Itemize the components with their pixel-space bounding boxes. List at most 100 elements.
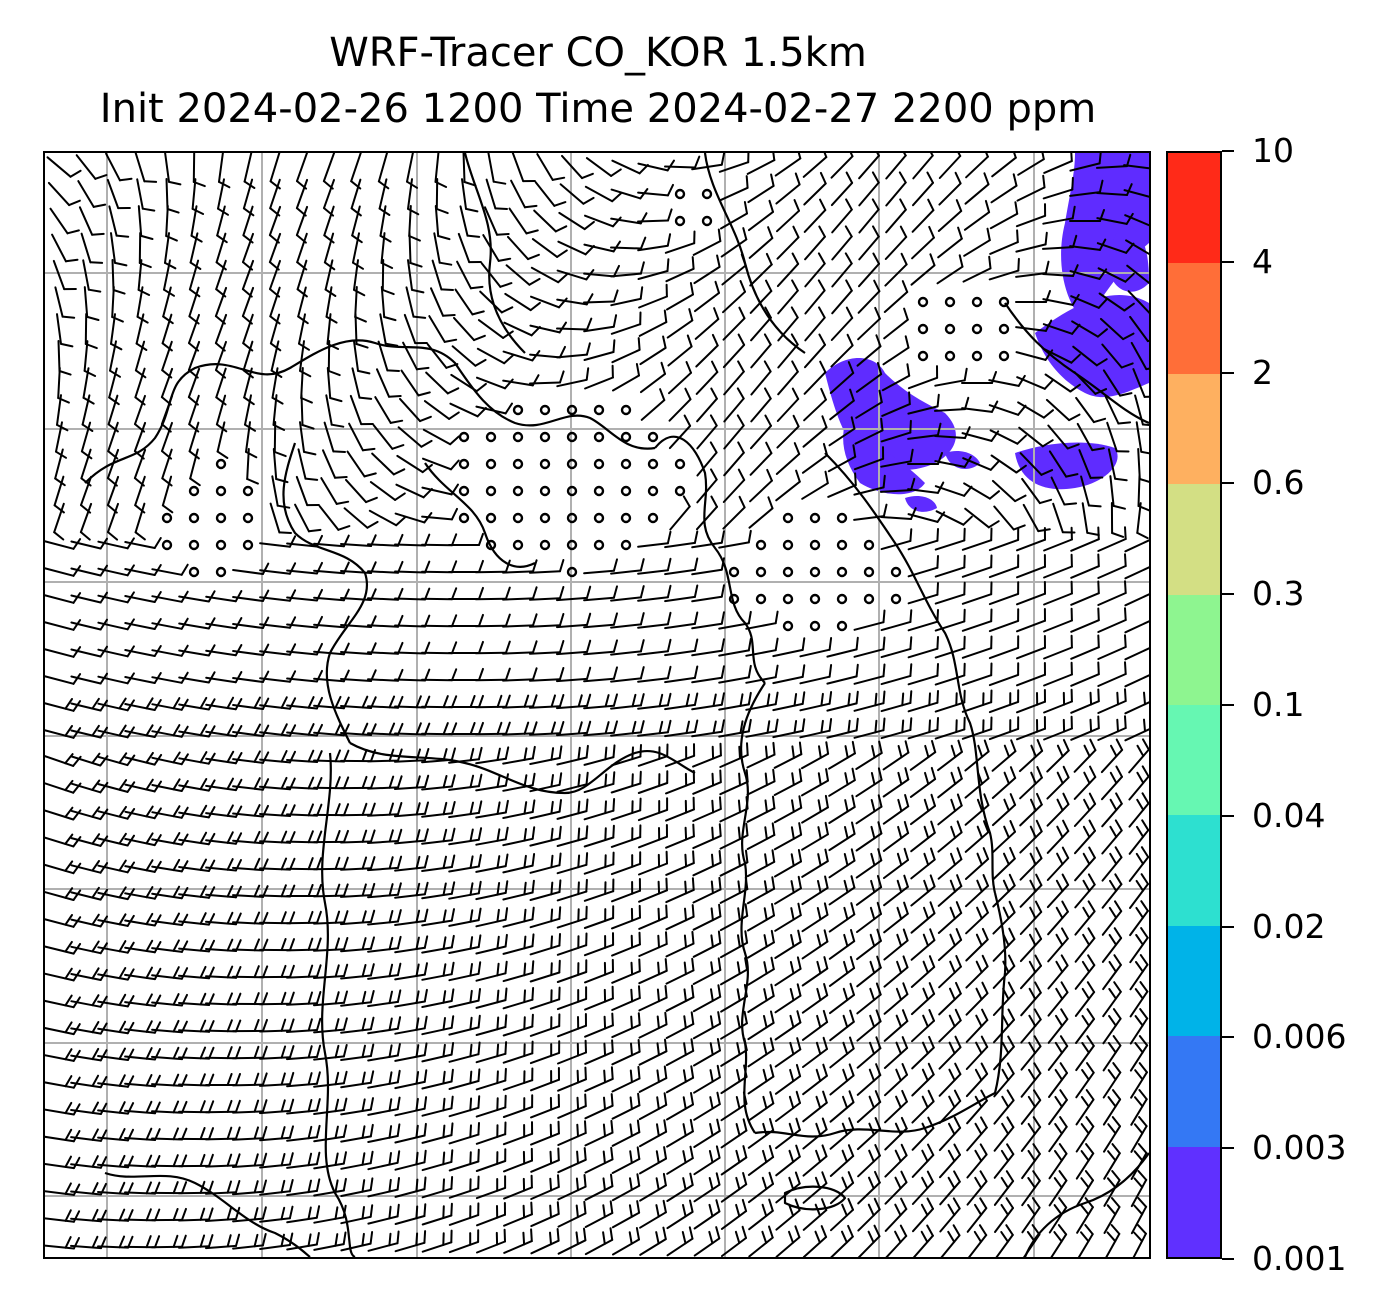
wind-barb: [934, 608, 966, 632]
calm-wind-marker: [566, 566, 578, 578]
wind-barb: [556, 720, 592, 737]
wind-barb: [666, 1226, 694, 1257]
chart-title-line2: Init 2024-02-26 1200 Time 2024-02-27 220…: [99, 86, 1097, 132]
wind-barb: [773, 741, 803, 769]
wind-barb: [668, 361, 692, 395]
wind-barb: [692, 228, 722, 256]
wind-barb: [529, 825, 562, 847]
wind-barb: [938, 1008, 962, 1043]
wind-barb: [367, 1043, 401, 1062]
wind-barb: [70, 1021, 108, 1035]
wind-barb: [962, 255, 992, 283]
wind-barb: [774, 1010, 802, 1041]
wind-barb: [1047, 1035, 1069, 1071]
wind-barb: [666, 1118, 694, 1148]
wind-barb: [937, 793, 963, 826]
calm-wind-marker: [971, 296, 983, 308]
wind-barb: [884, 1063, 908, 1097]
wind-barb: [665, 1011, 695, 1039]
calm-wind-marker: [863, 566, 875, 578]
wind-barb: [830, 171, 854, 207]
wind-barb: [1047, 954, 1069, 990]
wind-barb: [134, 502, 146, 541]
wind-barb: [1074, 954, 1096, 990]
wind-barb: [802, 1225, 828, 1257]
wind-barb: [637, 692, 672, 710]
wind-barb: [134, 153, 158, 183]
wind-barb: [323, 205, 335, 244]
wind-barb: [422, 457, 460, 471]
wind-barb: [487, 153, 507, 185]
wind-barb: [205, 671, 243, 684]
wind-barb: [269, 286, 281, 325]
wind-barb: [53, 475, 65, 514]
wind-barb: [882, 335, 910, 366]
wind-barb: [286, 1098, 321, 1115]
wind-barb: [77, 180, 107, 208]
colorbar-tick-label: 0.1: [1252, 685, 1305, 724]
wind-barb: [313, 1204, 347, 1224]
wind-barb: [350, 178, 362, 217]
wind-barb: [830, 306, 854, 341]
wind-barb: [178, 831, 216, 846]
wind-barb: [259, 535, 297, 548]
wind-barb: [583, 314, 618, 333]
calm-wind-marker: [836, 512, 848, 524]
calm-wind-marker: [755, 593, 767, 605]
wind-barb: [54, 286, 76, 319]
wind-barb: [1128, 819, 1149, 855]
wind-barb: [719, 742, 749, 768]
wind-barb: [611, 337, 641, 364]
wind-barb: [610, 639, 645, 656]
wind-barb: [1124, 691, 1149, 715]
wind-barb: [232, 1126, 268, 1141]
wind-barb: [475, 694, 511, 709]
wind-barb: [475, 1041, 508, 1064]
wind-barb: [802, 1171, 828, 1204]
wind-barb: [1102, 981, 1122, 1018]
calm-wind-marker: [782, 512, 794, 524]
wind-barb: [858, 198, 880, 234]
wind-barb: [97, 967, 135, 981]
wind-barb: [1022, 503, 1051, 533]
wind-barb: [530, 1174, 560, 1200]
wind-barb: [371, 452, 406, 476]
wind-barb: [482, 234, 512, 262]
wind-barb: [965, 927, 989, 962]
wind-barb: [611, 1012, 641, 1039]
wind-barb: [529, 1040, 561, 1065]
wind-barb: [164, 153, 182, 186]
wind-barb: [802, 1090, 828, 1123]
wind-barb: [747, 983, 775, 1013]
wind-barb: [668, 387, 692, 422]
wind-barb: [448, 694, 484, 708]
wind-barb: [421, 722, 458, 736]
wind-barb: [665, 1065, 695, 1094]
calm-wind-marker: [485, 539, 497, 551]
wind-barb: [993, 505, 1026, 531]
wind-barb: [1021, 477, 1053, 505]
wind-barb: [1101, 873, 1123, 909]
wind-barb: [502, 933, 535, 955]
wind-barb: [45, 538, 82, 550]
calm-wind-marker: [620, 512, 632, 524]
wind-barb: [45, 833, 82, 848]
calm-wind-marker: [890, 593, 902, 605]
wind-barb: [638, 1092, 668, 1121]
wind-barb: [583, 878, 615, 902]
colorbar-tick: [1222, 704, 1234, 706]
calm-wind-marker: [728, 593, 740, 605]
wind-barb: [421, 1202, 453, 1226]
wind-barb: [855, 767, 883, 798]
wind-barb: [434, 205, 451, 241]
wind-barb: [992, 820, 1016, 854]
wind-barb: [1070, 526, 1100, 552]
wind-barb: [911, 198, 935, 233]
wind-barb: [664, 230, 696, 254]
wind-barb: [802, 153, 828, 178]
wind-barb: [259, 1071, 295, 1087]
wind-barb: [1125, 239, 1149, 256]
wind-barb: [884, 1197, 908, 1232]
wind-barb: [394, 988, 428, 1008]
map-panel[interactable]: [43, 151, 1151, 1259]
